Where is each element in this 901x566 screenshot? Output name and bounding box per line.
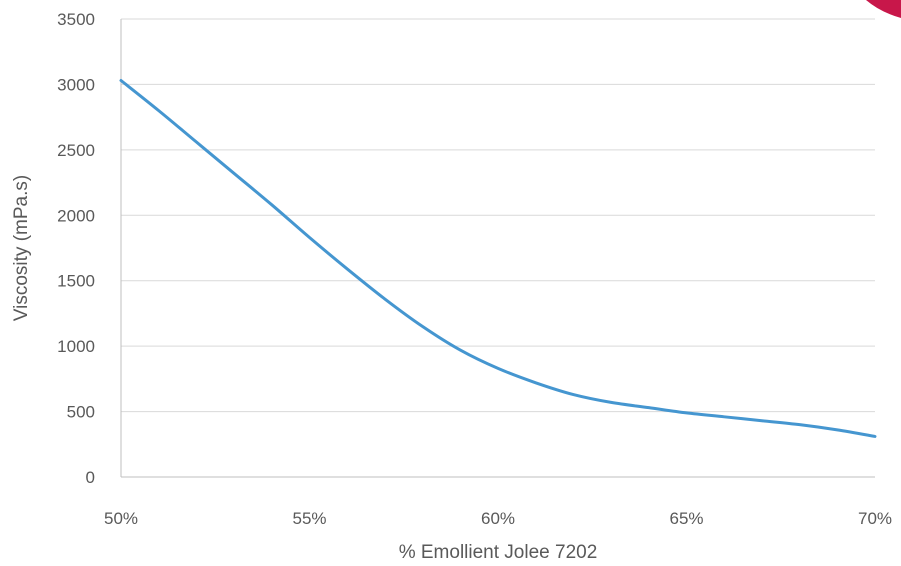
x-tick-label: 60% xyxy=(481,509,515,528)
x-tick-label: 55% xyxy=(292,509,326,528)
series-line xyxy=(119,79,877,438)
gridlines xyxy=(121,18,875,413)
y-tick-label: 2500 xyxy=(57,141,95,160)
y-tick-label: 3000 xyxy=(57,75,95,94)
y-tick-label: 3500 xyxy=(57,10,95,29)
y-tick-label: 1500 xyxy=(57,272,95,291)
y-axis-ticks: 0 500 1000 1500 2000 2500 3000 3500 xyxy=(57,10,95,487)
x-tick-label: 50% xyxy=(104,509,138,528)
y-tick-label: 2000 xyxy=(57,206,95,225)
y-axis-title: Viscosity (mPa.s) xyxy=(11,175,32,321)
y-tick-label: 500 xyxy=(67,403,95,422)
y-tick-label: 1000 xyxy=(57,337,95,356)
x-tick-label: 70% xyxy=(858,509,892,528)
corner-accent-shape xyxy=(866,0,901,18)
axes xyxy=(120,19,875,478)
x-tick-label: 65% xyxy=(669,509,703,528)
series-group xyxy=(119,79,877,438)
x-axis-ticks: 50% 55% 60% 65% 70% xyxy=(104,509,892,528)
x-axis-title: % Emollient Jolee 7202 xyxy=(399,542,598,563)
y-tick-label: 0 xyxy=(86,468,95,487)
